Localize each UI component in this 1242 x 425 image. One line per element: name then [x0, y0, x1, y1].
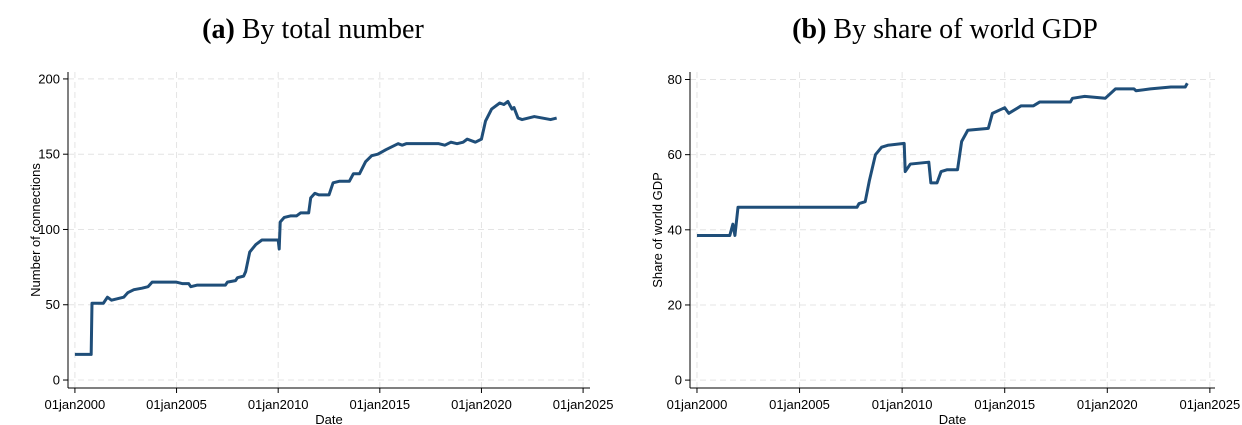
y-tick-label: 100	[38, 222, 60, 237]
panel-title: (a) By total number	[202, 14, 424, 45]
y-axis-label: Number of connections	[28, 163, 43, 297]
x-tick-label: 01jan2020	[1077, 397, 1138, 412]
x-tick-label: 01jan2015	[349, 397, 410, 412]
panel-title: (b) By share of world GDP	[792, 14, 1098, 45]
y-tick-label: 150	[38, 147, 60, 162]
panel-label: (b)	[792, 14, 826, 45]
x-tick-label: 01jan2020	[451, 397, 512, 412]
panel-label: (a)	[202, 14, 235, 45]
x-tick-label: 01jan2025	[1180, 397, 1241, 412]
y-tick-label: 60	[668, 147, 682, 162]
x-tick-label: 01jan2015	[974, 397, 1035, 412]
y-tick-label: 50	[46, 297, 60, 312]
x-tick-label: 01jan2010	[872, 397, 933, 412]
x-tick-label: 01jan2005	[146, 397, 207, 412]
data-line	[696, 82, 1189, 237]
y-tick-label: 40	[668, 222, 682, 237]
x-axis-label: Date	[939, 412, 966, 425]
x-tick-label: 01jan2005	[769, 397, 830, 412]
y-tick-label: 80	[668, 72, 682, 87]
y-tick-label: 200	[38, 71, 60, 86]
y-axis-label: Share of world GDP	[650, 172, 665, 288]
x-axis-label: Date	[315, 412, 342, 425]
x-tick-label: 01jan2025	[553, 397, 614, 412]
y-tick-label: 0	[53, 373, 60, 388]
x-tick-label: 01jan2000	[45, 397, 106, 412]
x-tick-label: 01jan2000	[667, 397, 728, 412]
panel-title-text: By total number	[242, 14, 425, 45]
panel-title-text: By share of world GDP	[833, 14, 1097, 45]
y-tick-label: 20	[668, 297, 682, 312]
x-tick-label: 01jan2010	[248, 397, 309, 412]
data-line	[74, 100, 558, 356]
y-tick-label: 0	[675, 373, 682, 388]
